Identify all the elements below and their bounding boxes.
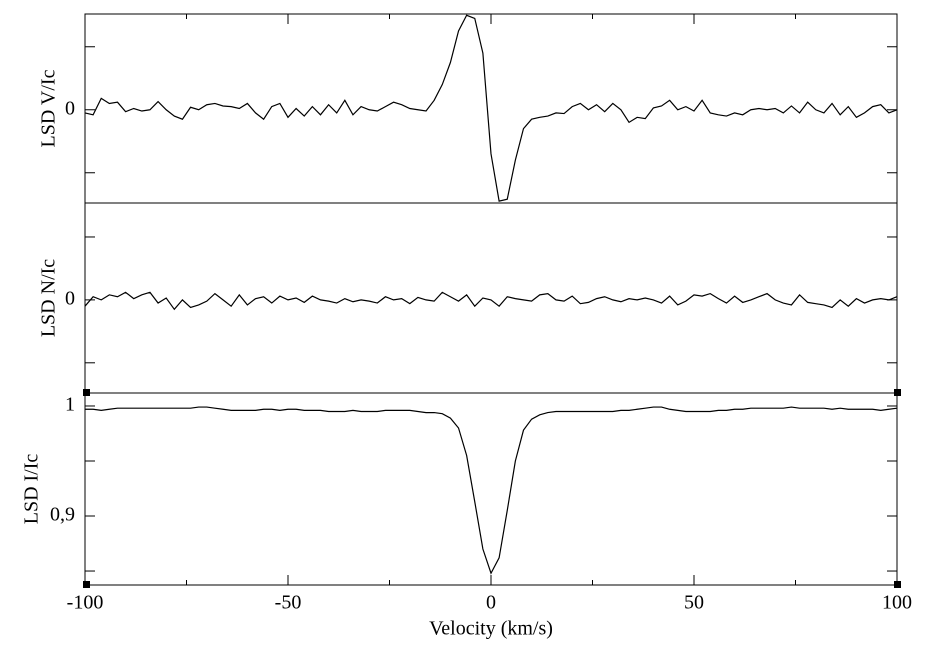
y-axis-label: LSD N/Ic bbox=[38, 259, 60, 337]
x-tick-label: 50 bbox=[684, 592, 704, 614]
x-tick-label: 0 bbox=[486, 592, 496, 614]
y-tick-label: 0 bbox=[65, 287, 75, 309]
plot-frame bbox=[84, 392, 898, 586]
data-line bbox=[84, 14, 898, 202]
y-tick-label: 1 bbox=[65, 394, 75, 416]
x-tick-label: -50 bbox=[275, 592, 302, 614]
data-line bbox=[84, 291, 898, 311]
plot-frame bbox=[84, 202, 898, 394]
y-tick-label: 0,9 bbox=[50, 504, 75, 526]
y-tick-label: 0 bbox=[65, 97, 75, 119]
x-axis-label: Velocity (km/s) bbox=[429, 618, 553, 640]
x-tick-label: 100 bbox=[882, 592, 912, 614]
data-line bbox=[85, 406, 898, 575]
x-tick-label: -100 bbox=[67, 592, 104, 614]
y-axis-label: LSD I/Ic bbox=[21, 454, 43, 525]
y-axis-label: LSD V/Ic bbox=[38, 69, 60, 147]
